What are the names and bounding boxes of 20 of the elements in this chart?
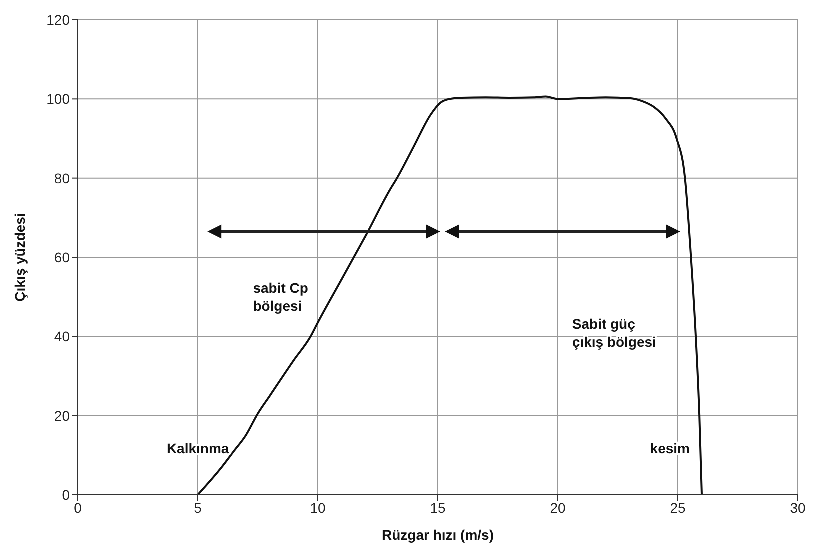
x-tick-label: 0 [74, 500, 82, 516]
x-tick-label: 5 [194, 500, 202, 516]
annotation: kesim [650, 440, 690, 456]
x-tick-label: 20 [550, 500, 566, 516]
x-axis-title: Rüzgar hızı (m/s) [382, 527, 494, 543]
y-tick-label: 120 [46, 12, 70, 28]
y-tick-label: 40 [54, 328, 70, 345]
x-tick-label: 15 [430, 500, 446, 516]
y-tick-label: 80 [54, 170, 70, 186]
y-tick-label: 20 [54, 408, 70, 424]
y-axis-title: Çıkış yüzdesi [12, 213, 28, 302]
annotation: sabit Cp bölgesi [253, 280, 308, 314]
annotation: Sabit güç çıkış bölgesi [572, 316, 656, 350]
annotation: Kalkınma [166, 440, 230, 456]
y-tick-label: 60 [54, 249, 70, 266]
y-tick-label: 0 [62, 486, 70, 503]
y-tick-label: 100 [46, 91, 70, 108]
x-tick-label: 30 [790, 500, 806, 516]
x-tick-label: 10 [310, 500, 326, 516]
x-tick-label: 25 [670, 500, 686, 516]
